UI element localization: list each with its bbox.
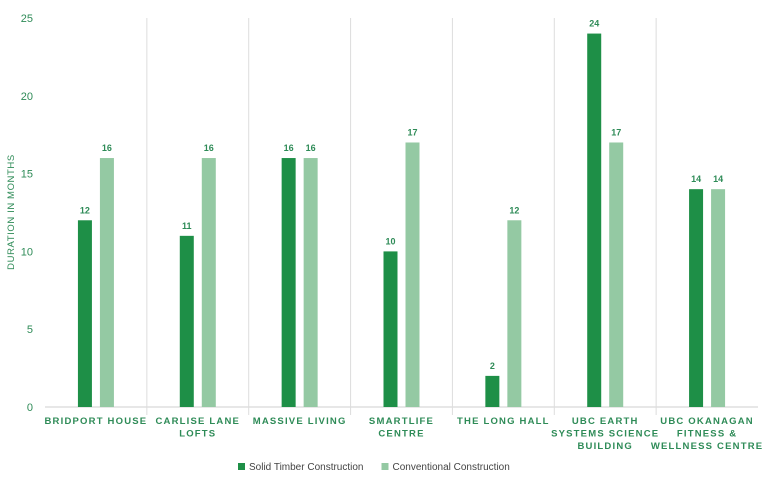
data-label: 11 [182, 221, 192, 231]
category-label: UBC EARTH SYSTEMS SCIENCE BUILDING [551, 416, 659, 452]
data-label: 16 [306, 143, 316, 153]
data-label: 10 [385, 236, 395, 246]
y-tick-label: 5 [27, 324, 33, 336]
data-label: 12 [509, 205, 519, 215]
bar [383, 251, 398, 407]
legend-swatch [238, 463, 245, 470]
grid-layer [45, 18, 758, 415]
legend: Solid Timber Construction Conventional Co… [238, 462, 510, 473]
data-label: 14 [713, 174, 723, 184]
category-label: CARLISE LANE LOFTS [155, 416, 240, 440]
data-label: 17 [407, 127, 417, 137]
category-label: UBC OKANAGAN FITNESS & WELLNESS CENTRE [651, 416, 763, 452]
bar [507, 220, 522, 407]
bar [303, 158, 318, 407]
bar [281, 158, 296, 407]
data-label: 24 [589, 19, 599, 29]
legend-item-label: Solid Timber Construction [249, 462, 364, 473]
bar [711, 189, 726, 407]
data-label: 12 [80, 205, 90, 215]
category-label: BRIDPORT HOUSE [45, 416, 148, 427]
bar [201, 158, 216, 407]
bar [689, 189, 704, 407]
bar [77, 220, 92, 407]
bar [99, 158, 114, 407]
y-axis-label: DURATION IN MONTHS [6, 154, 17, 270]
legend-item-label: Conventional Construction [393, 462, 510, 473]
data-label: 16 [284, 143, 294, 153]
category-label: SMARTLIFE CENTRE [369, 416, 434, 440]
y-tick-label: 25 [21, 13, 33, 25]
bar [609, 142, 624, 408]
y-tick-label: 10 [21, 246, 33, 258]
bars-layer [77, 33, 726, 408]
y-tick-label: 0 [27, 402, 33, 414]
bar [179, 235, 194, 407]
data-label: 14 [691, 174, 701, 184]
bar [485, 375, 500, 407]
bar [405, 142, 420, 408]
legend-swatch [381, 463, 389, 470]
data-label: 17 [611, 127, 621, 137]
labels-layer: 0 5 10 15 20 25 12 16 BRIDPORT HOUSE 11 16 CARLISE … [21, 13, 763, 452]
data-label: 2 [490, 361, 495, 371]
data-label: 16 [204, 143, 214, 153]
bar [587, 33, 602, 408]
category-label: MASSIVE LIVING [253, 416, 347, 427]
y-tick-label: 15 [21, 169, 33, 181]
category-label: THE LONG HALL [457, 416, 550, 427]
data-label: 16 [102, 143, 112, 153]
y-tick-label: 20 [21, 91, 33, 103]
